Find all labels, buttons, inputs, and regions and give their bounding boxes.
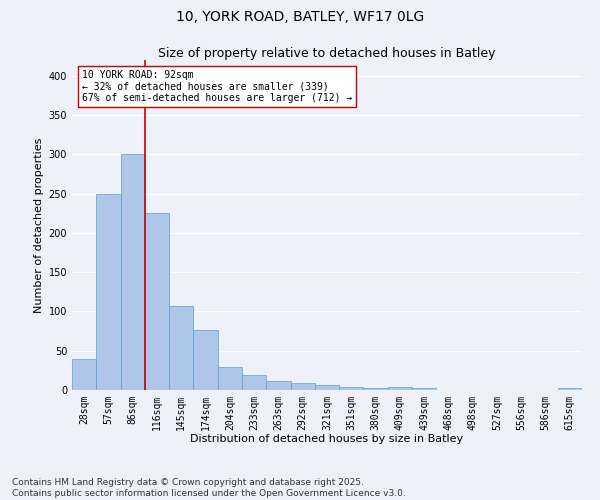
Bar xyxy=(266,382,290,390)
Text: 10, YORK ROAD, BATLEY, WF17 0LG: 10, YORK ROAD, BATLEY, WF17 0LG xyxy=(176,10,424,24)
Bar xyxy=(72,358,96,390)
Bar xyxy=(315,386,339,390)
Bar xyxy=(96,194,121,390)
Bar xyxy=(242,375,266,390)
Text: Contains HM Land Registry data © Crown copyright and database right 2025.
Contai: Contains HM Land Registry data © Crown c… xyxy=(12,478,406,498)
Title: Size of property relative to detached houses in Batley: Size of property relative to detached ho… xyxy=(158,47,496,60)
Bar xyxy=(218,367,242,390)
Bar xyxy=(388,387,412,390)
Bar xyxy=(558,388,582,390)
Bar xyxy=(145,213,169,390)
Bar xyxy=(339,387,364,390)
Bar xyxy=(121,154,145,390)
Bar xyxy=(290,383,315,390)
Bar xyxy=(193,330,218,390)
X-axis label: Distribution of detached houses by size in Batley: Distribution of detached houses by size … xyxy=(190,434,464,444)
Text: 10 YORK ROAD: 92sqm
← 32% of detached houses are smaller (339)
67% of semi-detac: 10 YORK ROAD: 92sqm ← 32% of detached ho… xyxy=(82,70,352,103)
Bar xyxy=(169,306,193,390)
Bar xyxy=(412,388,436,390)
Y-axis label: Number of detached properties: Number of detached properties xyxy=(34,138,44,312)
Bar xyxy=(364,388,388,390)
